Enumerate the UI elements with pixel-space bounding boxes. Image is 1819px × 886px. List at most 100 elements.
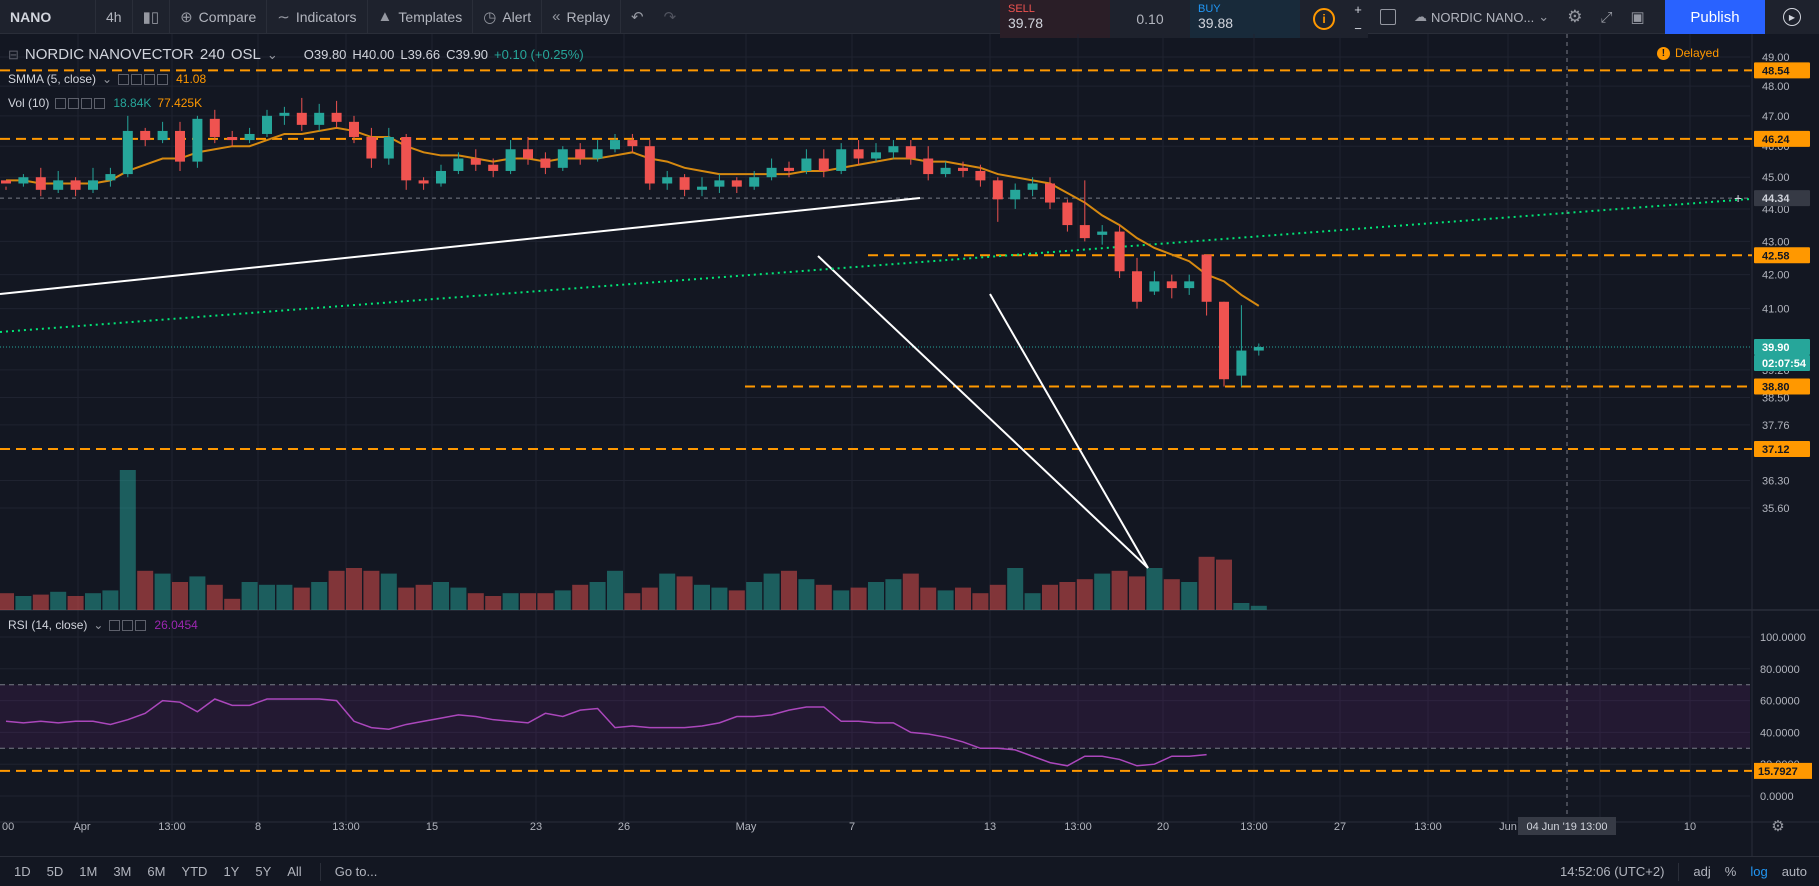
candle[interactable] <box>627 140 638 147</box>
candle[interactable] <box>88 180 98 190</box>
templates-button[interactable]: ▲ Templates <box>368 0 474 34</box>
camera-icon[interactable]: ▣ <box>1630 9 1645 26</box>
candle[interactable] <box>662 177 673 184</box>
candle[interactable] <box>905 146 916 159</box>
candle[interactable] <box>436 170 446 184</box>
candle[interactable] <box>644 146 655 184</box>
price-badge[interactable] <box>1754 247 1810 264</box>
range-5y[interactable]: 5Y <box>255 864 272 879</box>
redo-button[interactable]: ↷ <box>654 0 687 34</box>
candle[interactable] <box>1097 231 1108 235</box>
candle[interactable] <box>523 149 533 159</box>
dotted-trendline[interactable] <box>0 198 1751 333</box>
candle[interactable] <box>801 158 812 171</box>
candle[interactable] <box>592 149 603 159</box>
price-chart[interactable]: 49.0048.0047.0046.0045.0044.0043.0042.00… <box>0 34 1819 856</box>
info-button[interactable]: i <box>1300 0 1348 38</box>
candle[interactable] <box>314 112 325 125</box>
candle[interactable] <box>1 180 11 184</box>
clock[interactable]: 14:52:06 (UTC+2) <box>1559 864 1665 879</box>
candle[interactable] <box>766 167 777 178</box>
candle[interactable] <box>1253 347 1264 351</box>
candle[interactable] <box>557 149 568 168</box>
price-badge[interactable] <box>1754 355 1810 372</box>
price-badge[interactable] <box>1754 378 1810 395</box>
candle[interactable] <box>453 158 464 171</box>
candle[interactable] <box>714 180 725 187</box>
candle[interactable] <box>731 180 742 187</box>
candle[interactable] <box>888 146 899 153</box>
candle[interactable] <box>575 149 586 159</box>
candle[interactable] <box>418 180 429 184</box>
chevron-down-icon[interactable]: ⌄ <box>93 618 104 632</box>
auto-toggle[interactable]: auto <box>1781 864 1807 879</box>
candle[interactable] <box>140 130 151 141</box>
fullscreen-icon[interactable]: ⤢ <box>1600 8 1613 26</box>
symbol-search[interactable]: NANO <box>0 0 96 34</box>
candle[interactable] <box>1062 202 1073 226</box>
candle[interactable] <box>871 152 881 159</box>
delayed-badge[interactable]: ! Delayed <box>1656 46 1719 60</box>
undo-button[interactable]: ↶ <box>621 0 654 34</box>
sell-button[interactable]: SELL 39.78 <box>1000 0 1110 38</box>
candle[interactable] <box>836 149 847 171</box>
candle[interactable] <box>679 177 690 190</box>
price-badge[interactable] <box>1754 130 1810 147</box>
candle[interactable] <box>540 158 551 168</box>
play-button[interactable]: ▶ <box>1765 0 1819 34</box>
candle[interactable] <box>70 180 81 190</box>
chart-type-button[interactable]: ▮▯ <box>133 0 171 34</box>
candle[interactable] <box>470 158 481 165</box>
candle[interactable] <box>279 112 290 116</box>
range-3m[interactable]: 3M <box>113 864 132 879</box>
candle[interactable] <box>697 186 707 190</box>
price-badge[interactable] <box>1754 190 1810 207</box>
candle[interactable] <box>366 137 377 159</box>
rsi-badge[interactable] <box>1754 762 1812 779</box>
candle[interactable] <box>383 137 394 159</box>
candle[interactable] <box>349 121 359 138</box>
candle[interactable] <box>1079 225 1090 239</box>
candle[interactable] <box>262 115 272 134</box>
range-1m[interactable]: 1M <box>79 864 98 879</box>
publish-button[interactable]: Publish <box>1665 0 1765 34</box>
quantity-minus-icon[interactable]: − <box>1354 21 1362 36</box>
candle[interactable] <box>505 149 516 171</box>
candle[interactable] <box>853 149 864 159</box>
range-ytd[interactable]: YTD <box>181 864 208 879</box>
candle[interactable] <box>940 167 951 175</box>
candle[interactable] <box>192 118 203 162</box>
chevron-down-icon[interactable]: ⌄ <box>266 46 278 62</box>
candle[interactable] <box>175 130 185 162</box>
candle[interactable] <box>296 112 307 125</box>
candle[interactable] <box>105 174 116 181</box>
replay-button[interactable]: « Replay <box>542 0 622 34</box>
candle[interactable] <box>1027 183 1038 190</box>
candle[interactable] <box>1166 281 1177 289</box>
candle[interactable] <box>1236 350 1247 376</box>
legend-title[interactable]: NORDIC NANOVECTOR <box>24 46 194 63</box>
candle[interactable] <box>992 180 1003 200</box>
range-1y[interactable]: 1Y <box>223 864 240 879</box>
wedge-lower-line[interactable] <box>817 255 1149 569</box>
vol-label[interactable]: Vol (10) <box>8 96 50 110</box>
rsi-line[interactable] <box>5 698 1207 767</box>
candle[interactable] <box>1132 271 1142 302</box>
settings-gear-icon[interactable]: ⚙ <box>1567 7 1583 26</box>
compare-button[interactable]: ⊕ Compare <box>170 0 268 34</box>
candle[interactable] <box>1114 231 1125 272</box>
alert-button[interactable]: ◷ Alert <box>473 0 543 34</box>
fullscreen-square-icon[interactable] <box>1380 9 1396 25</box>
price-badge[interactable] <box>1754 339 1810 356</box>
smma-label[interactable]: SMMA (5, close) <box>8 72 97 86</box>
range-all[interactable]: All <box>287 864 302 879</box>
candle[interactable] <box>1149 281 1160 292</box>
rsi-label[interactable]: RSI (14, close) <box>8 618 88 632</box>
candle[interactable] <box>975 170 986 181</box>
interval-button[interactable]: 4h <box>96 0 133 34</box>
wedge-upper-line[interactable] <box>989 293 1149 569</box>
axis-settings-icon[interactable]: ⚙ <box>1771 818 1784 835</box>
price-badge[interactable] <box>1754 62 1810 79</box>
candle[interactable] <box>784 167 794 171</box>
candle[interactable] <box>18 177 29 184</box>
